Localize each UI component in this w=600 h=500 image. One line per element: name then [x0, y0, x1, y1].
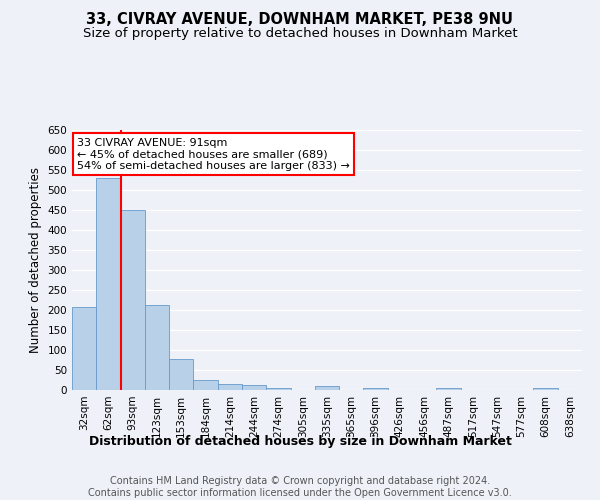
Bar [242, 385, 266, 390]
Bar [193, 380, 218, 390]
Bar [315, 386, 339, 390]
Bar [121, 210, 145, 390]
Text: Distribution of detached houses by size in Downham Market: Distribution of detached houses by size … [89, 435, 511, 448]
Bar [218, 384, 242, 390]
Bar [533, 388, 558, 390]
Bar [72, 307, 96, 390]
Bar [169, 359, 193, 390]
Text: 33, CIVRAY AVENUE, DOWNHAM MARKET, PE38 9NU: 33, CIVRAY AVENUE, DOWNHAM MARKET, PE38 … [86, 12, 514, 28]
Text: 33 CIVRAY AVENUE: 91sqm
← 45% of detached houses are smaller (689)
54% of semi-d: 33 CIVRAY AVENUE: 91sqm ← 45% of detache… [77, 138, 350, 171]
Bar [96, 178, 121, 390]
Bar [364, 388, 388, 390]
Bar [436, 388, 461, 390]
Bar [266, 388, 290, 390]
Text: Contains HM Land Registry data © Crown copyright and database right 2024.
Contai: Contains HM Land Registry data © Crown c… [88, 476, 512, 498]
Text: Size of property relative to detached houses in Downham Market: Size of property relative to detached ho… [83, 28, 517, 40]
Bar [145, 305, 169, 390]
Y-axis label: Number of detached properties: Number of detached properties [29, 167, 42, 353]
